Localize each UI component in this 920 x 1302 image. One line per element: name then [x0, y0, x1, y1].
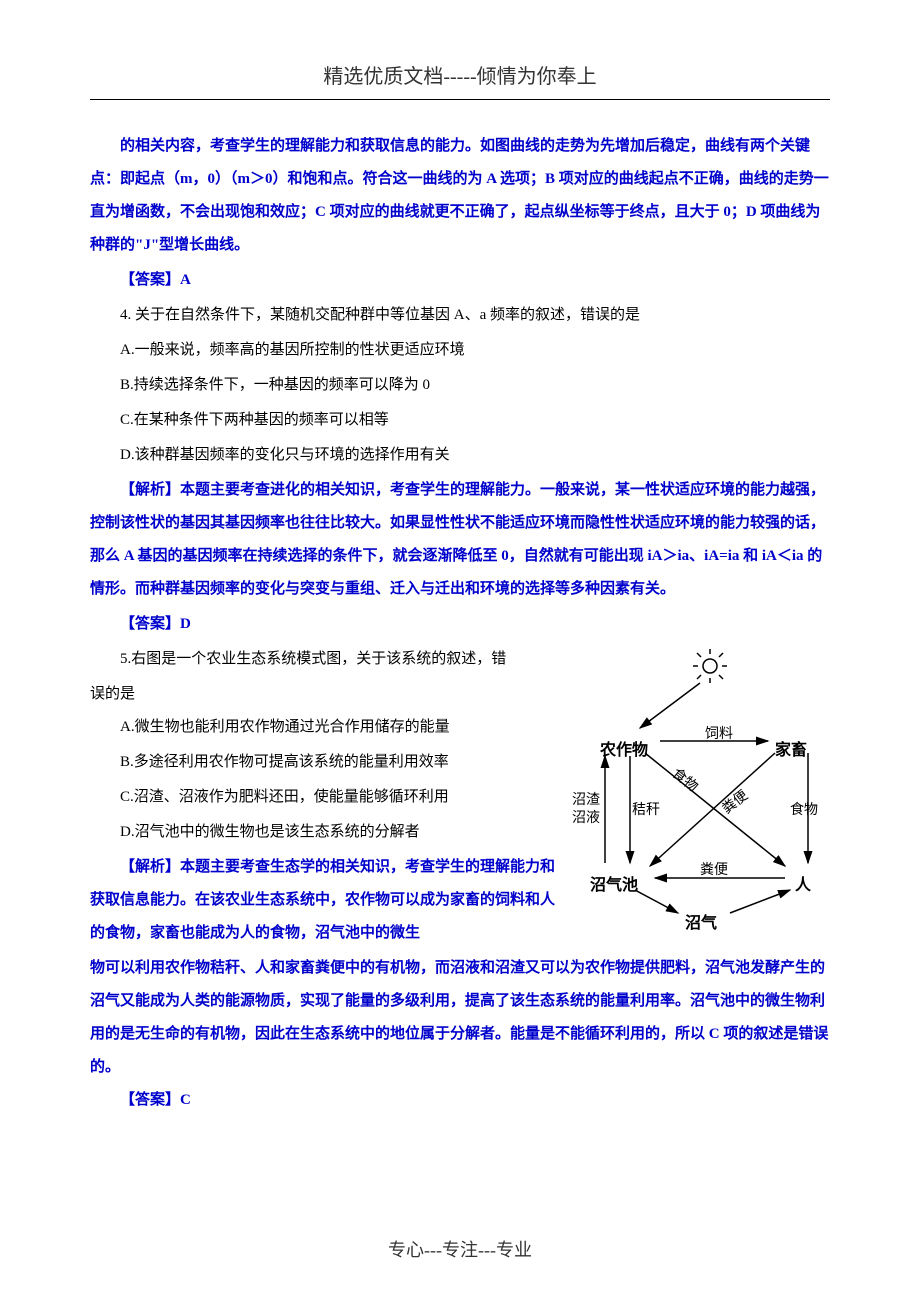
- q4-optD: D.该种群基因频率的变化只与环境的选择作用有关: [90, 439, 830, 472]
- node-livestock: 家畜: [775, 733, 807, 768]
- analysis-label: 【解析】: [120, 482, 180, 498]
- label-straw: 秸秆: [632, 796, 660, 827]
- edge-crops-human: [645, 753, 785, 866]
- q3-answer: 【答案】A: [90, 264, 830, 297]
- q5-section: 农作物 家畜 沼气池 人 沼气 饲料 沼渣 沼液 秸秆 食物 粪便 食物 粪便 …: [90, 643, 830, 952]
- q4-optC: C.在某种条件下两种基因的频率可以相等: [90, 404, 830, 437]
- node-crops: 农作物: [600, 733, 648, 768]
- q5-answer: 【答案】C: [90, 1084, 830, 1117]
- page-header: 精选优质文档-----倾情为你奉上: [90, 60, 830, 89]
- q3-answer-value: A: [180, 272, 191, 288]
- edge-sun-crops: [640, 683, 700, 728]
- q4-answer-value: D: [180, 616, 191, 632]
- sun-icon: [693, 649, 727, 683]
- answer-label: 【答案】: [120, 1092, 180, 1108]
- answer-label: 【答案】: [120, 272, 180, 288]
- page-footer: 专心---专注---专业: [0, 1236, 920, 1262]
- ecosystem-diagram: 农作物 家畜 沼气池 人 沼气 饲料 沼渣 沼液 秸秆 食物 粪便 食物 粪便: [570, 648, 830, 938]
- node-human: 人: [795, 868, 811, 903]
- label-feed: 饲料: [705, 720, 733, 751]
- node-biogas-pool: 沼气池: [590, 868, 638, 903]
- header-divider: [90, 99, 830, 100]
- label-residue2: 沼液: [572, 804, 600, 835]
- q4-optB: B.持续选择条件下，一种基因的频率可以降为 0: [90, 369, 830, 402]
- edge-biogas-human: [730, 890, 790, 913]
- edge-pool-biogas: [635, 890, 678, 913]
- document-content: 的相关内容，考查学生的理解能力和获取信息的能力。如图曲线的走势为先增加后稳定，曲…: [90, 130, 830, 1117]
- edge-livestock-biogas: [650, 753, 775, 866]
- q5-analysis-p2: 物可以利用农作物秸秆、人和家畜粪便中的有机物，而沼液和沼渣又可以为农作物提供肥料…: [90, 952, 830, 1084]
- header-title: 精选优质文档-----倾情为你奉上: [323, 66, 596, 88]
- q5-answer-value: C: [180, 1092, 191, 1108]
- analysis-label: 【解析】: [120, 859, 180, 875]
- q3-analysis-continuation: 的相关内容，考查学生的理解能力和获取信息的能力。如图曲线的走势为先增加后稳定，曲…: [90, 130, 830, 262]
- q4-stem: 4. 关于在自然条件下，某随机交配种群中等位基因 A、a 频率的叙述，错误的是: [90, 299, 830, 332]
- answer-label: 【答案】: [120, 616, 180, 632]
- label-food: 食物: [790, 796, 818, 827]
- node-biogas: 沼气: [685, 906, 717, 941]
- q4-optA: A.一般来说，频率高的基因所控制的性状更适应环境: [90, 334, 830, 367]
- q4-analysis: 【解析】本题主要考查进化的相关知识，考查学生的理解能力。一般来说，某一性状适应环…: [90, 474, 830, 606]
- q4-answer: 【答案】D: [90, 608, 830, 641]
- label-manure: 粪便: [700, 856, 728, 887]
- footer-text: 专心---专注---专业: [388, 1240, 532, 1260]
